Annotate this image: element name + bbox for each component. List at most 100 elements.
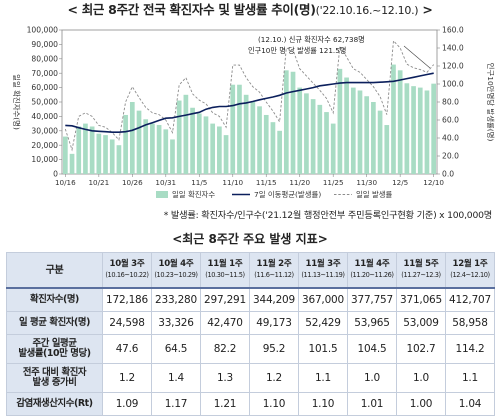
- week-range: (11.13~11.19): [301, 271, 345, 279]
- y-left-tick-label: 70,000: [31, 69, 58, 78]
- table-cell: 412,707: [445, 287, 495, 312]
- table-cell: 1.01: [347, 392, 397, 416]
- x-tick-label: 12/5: [392, 178, 408, 187]
- table-cell: 1.04: [445, 392, 495, 416]
- header-week-7: 11월 5주 (11.27~12.3): [396, 252, 446, 289]
- table-cell: 33,326: [151, 311, 201, 335]
- table-cell: 53,009: [396, 311, 446, 335]
- row-label-line1: 일 평균 확진자(명): [18, 317, 91, 328]
- y-right-tick-label: 40.0: [442, 134, 459, 143]
- annotation-leader-line: [403, 45, 431, 69]
- bar-daily-cases: [417, 87, 423, 174]
- bar-daily-cases: [350, 87, 356, 174]
- week-range: (10.30~11.5): [205, 271, 245, 279]
- bar-daily-cases: [116, 145, 122, 174]
- header-week-3: 11월 1주 (10.30~11.5): [200, 252, 250, 289]
- header-week-6: 11월 4주 (11.20~11.26): [347, 252, 397, 289]
- bar-daily-cases: [283, 70, 289, 174]
- bar-daily-cases: [176, 100, 182, 174]
- week-range: (10.23~10.29): [154, 271, 198, 279]
- table-cell: 114.2: [445, 334, 495, 364]
- legend-label-daily-rate: 일일 발생률: [356, 190, 393, 199]
- annotation-new-cases: (12.10.) 신규 확진자수 62,738명: [258, 35, 365, 44]
- bar-daily-cases: [96, 133, 102, 174]
- bar-daily-cases: [277, 130, 282, 174]
- table-row: 감염재생산지수(Rt) 1.09 1.17 1.21 1.10 1.10 1.01 1.00 1…: [6, 392, 495, 416]
- table-cell: 367,000: [298, 287, 348, 312]
- bar-daily-cases: [424, 90, 430, 174]
- table-cell: 1.1: [445, 363, 495, 393]
- bar-daily-cases: [123, 114, 128, 174]
- header-week-4: 11월 2주 (11.6~11.12): [249, 252, 299, 289]
- table-cell: 1.17: [151, 392, 201, 416]
- y-left-tick-label: 100,000: [27, 26, 59, 35]
- row-label-line1: 감염재생산지수(Rt): [16, 398, 93, 409]
- bar-daily-cases: [330, 123, 336, 174]
- x-tick-label: 10/21: [88, 178, 109, 187]
- header-week-2: 10월 4주 (10.23~10.29): [151, 252, 201, 289]
- table-cell: 297,291: [200, 287, 250, 312]
- bar-daily-cases: [263, 114, 269, 174]
- table-cell: 233,280: [151, 287, 201, 312]
- bar-daily-cases: [411, 86, 416, 174]
- table-cell: 344,209: [249, 287, 299, 312]
- indicator-table: 구분 10월 3주 (10.16~10.22) 10월 4주 (10.23~10.29…: [6, 252, 495, 416]
- y-left-tick-label: 30,000: [31, 126, 58, 135]
- week-label: 11월 5주: [403, 259, 439, 269]
- annotation-rate: 인구10만 명 당 발생률 121.5명: [248, 46, 346, 55]
- bar-daily-cases: [150, 123, 155, 174]
- row-label-line2: 발생 증가비: [32, 377, 77, 388]
- table-row: 확진자수(명) 172,186 233,280 297,291 344,209 367,0…: [6, 287, 495, 312]
- table-cell: 1.2: [249, 363, 299, 393]
- week-range: (10.16~10.22): [105, 271, 149, 279]
- y-right-tick-label: 160.0: [442, 26, 464, 35]
- x-tick-label: 12/10: [423, 178, 444, 187]
- table-cell: 82.2: [200, 334, 250, 364]
- y-left-tick-label: 80,000: [31, 54, 58, 63]
- table-cell: 1.2: [102, 363, 152, 393]
- y-right-axis-label: 인구10만명당 발생률(명): [486, 63, 495, 142]
- x-tick-label: 10/26: [122, 178, 143, 187]
- week-range: (11.6~11.12): [254, 271, 294, 279]
- row-label-line1: 전주 대비 확진자: [22, 367, 87, 378]
- table-cell: 1.10: [249, 392, 299, 416]
- header-week-8: 12월 1주 (12.4~12.10): [445, 252, 495, 289]
- week-label: 10월 3주: [109, 259, 145, 269]
- table-cell: 53,965: [347, 311, 397, 335]
- legend-swatch-bars: [156, 191, 168, 198]
- bar-daily-cases: [324, 112, 329, 174]
- y-right-tick-label: 20.0: [442, 152, 459, 161]
- series-moving-average: [65, 72, 434, 133]
- bar-daily-cases: [364, 96, 370, 174]
- cases-chart: 0 10,000 20,000 30,000 40,000 50,000 60,000 70,…: [12, 26, 495, 199]
- y-right-tick-label: 140.0: [442, 44, 464, 53]
- table-cell: 24,598: [102, 311, 152, 335]
- bar-daily-cases: [203, 116, 209, 174]
- bar-daily-cases: [163, 129, 169, 174]
- bar-daily-cases: [270, 122, 276, 174]
- bar-daily-cases: [183, 94, 189, 174]
- bar-daily-cases: [404, 83, 410, 174]
- y-right-tick-label: 0.0: [442, 170, 454, 179]
- bar-daily-cases: [397, 70, 403, 174]
- table-row: 일 평균 확진자(명) 24,598 33,326 42,470 49,173 52,42…: [6, 311, 495, 335]
- header-corner: 구분: [6, 252, 103, 289]
- week-label: 11월 2주: [256, 259, 292, 269]
- y-left-axis-label: 일일 확진자수(명): [12, 74, 21, 130]
- row-label: 일 평균 확진자(명): [6, 311, 103, 335]
- bar-daily-cases: [129, 102, 135, 174]
- bar-daily-cases: [63, 136, 68, 174]
- chart-footnote: * 발생률: 확진자수/인구수('21.12월 행정안전부 주민등록인구현황 기…: [163, 210, 492, 221]
- bar-daily-cases: [310, 99, 316, 174]
- bar-daily-cases: [89, 126, 95, 174]
- legend-label-bars: 일일 확진자수: [172, 190, 215, 199]
- bar-daily-cases: [384, 125, 390, 174]
- header-week-5: 11월 3주 (11.13~11.19): [298, 252, 348, 289]
- bar-daily-cases: [297, 87, 303, 174]
- y-left-tick-label: 10,000: [31, 155, 58, 164]
- chart-title: < 최근 8주간 전국 확진자수 및 발생률 추이(명)('22.10.16.~…: [67, 2, 433, 17]
- bar-daily-cases: [250, 102, 256, 174]
- table-cell: 1.3: [200, 363, 250, 393]
- bar-daily-cases: [377, 110, 383, 174]
- table-cell: 1.21: [200, 392, 250, 416]
